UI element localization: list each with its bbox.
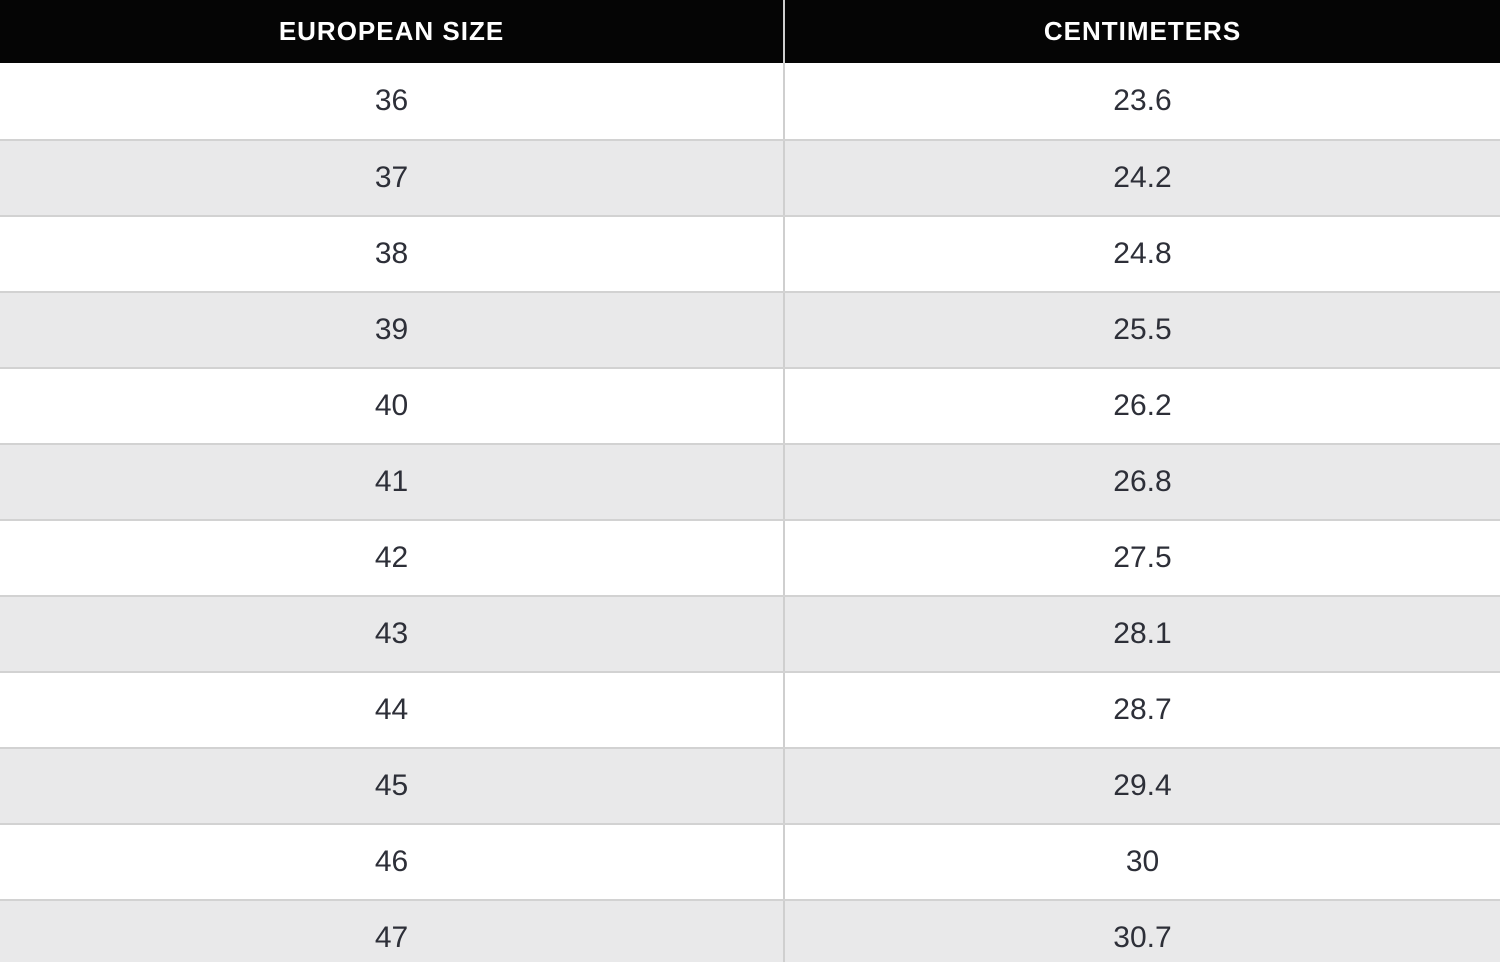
cell-european-size: 37 — [0, 141, 785, 215]
table-row: 42 27.5 — [0, 519, 1500, 595]
cell-centimeters: 27.5 — [1113, 541, 1172, 574]
cell-centimeters: 30.7 — [1113, 921, 1172, 954]
cell-european-size: 46 — [0, 825, 785, 899]
cell-centimeters: 25.5 — [1113, 313, 1172, 346]
table-row: 43 28.1 — [0, 595, 1500, 671]
cell-centimeters: 28.7 — [1113, 693, 1172, 726]
cell-centimeters: 30 — [1125, 845, 1160, 878]
table-row: 40 26.2 — [0, 367, 1500, 443]
cell-centimeters: 24.8 — [1113, 237, 1172, 270]
column-header-european-size: EUROPEAN SIZE — [0, 0, 785, 63]
column-header-centimeters: CENTIMETERS — [1043, 16, 1242, 46]
table-row: 36 23.6 — [0, 63, 1500, 139]
table-body: 36 23.6 37 24.2 38 24.8 39 25.5 40 26.2 … — [0, 63, 1500, 962]
table-header-row: EUROPEAN SIZE CENTIMETERS — [0, 0, 1500, 63]
cell-centimeters: 29.4 — [1113, 769, 1172, 802]
cell-european-size: 42 — [0, 521, 785, 595]
cell-european-size: 41 — [0, 445, 785, 519]
table-row: 45 29.4 — [0, 747, 1500, 823]
cell-european-size: 43 — [0, 597, 785, 671]
table-row: 41 26.8 — [0, 443, 1500, 519]
cell-european-size: 38 — [0, 217, 785, 291]
table-row: 38 24.8 — [0, 215, 1500, 291]
cell-centimeters: 26.2 — [1113, 389, 1172, 422]
cell-european-size: 44 — [0, 673, 785, 747]
cell-european-size: 39 — [0, 293, 785, 367]
table-row: 47 30.7 — [0, 899, 1500, 962]
cell-european-size: 40 — [0, 369, 785, 443]
cell-centimeters: 24.2 — [1113, 161, 1172, 194]
cell-centimeters: 28.1 — [1113, 617, 1172, 650]
cell-european-size: 47 — [0, 901, 785, 962]
table-row: 44 28.7 — [0, 671, 1500, 747]
table-row: 39 25.5 — [0, 291, 1500, 367]
cell-european-size: 45 — [0, 749, 785, 823]
table-row: 37 24.2 — [0, 139, 1500, 215]
cell-centimeters: 23.6 — [1113, 84, 1172, 117]
cell-european-size: 36 — [0, 63, 785, 139]
cell-centimeters: 26.8 — [1113, 465, 1172, 498]
table-row: 46 30 — [0, 823, 1500, 899]
